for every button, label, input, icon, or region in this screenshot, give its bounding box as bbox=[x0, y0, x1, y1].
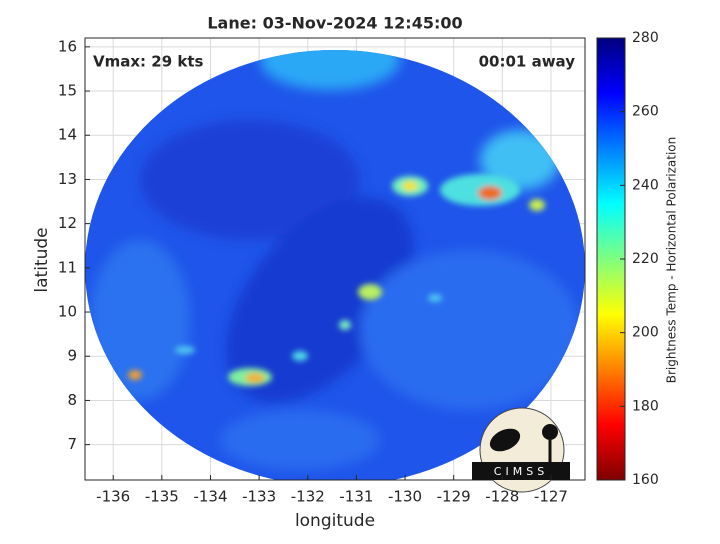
x-tick-label: -134 bbox=[193, 488, 227, 506]
cimss-logo: CIMSS bbox=[472, 407, 570, 493]
y-tick-label: 8 bbox=[67, 391, 77, 409]
colorbar-tick-label: 220 bbox=[632, 251, 659, 267]
x-tick-label: -128 bbox=[485, 488, 519, 506]
x-tick-label: -132 bbox=[291, 488, 325, 506]
x-tick-label: -129 bbox=[437, 488, 471, 506]
annotation: 00:01 away bbox=[479, 53, 576, 71]
colorbar-tick-label: 160 bbox=[632, 472, 659, 488]
y-tick-label: 14 bbox=[58, 126, 77, 144]
y-tick-label: 16 bbox=[58, 37, 77, 55]
y-tick-label: 9 bbox=[67, 347, 77, 365]
x-tick-label: -135 bbox=[145, 488, 179, 506]
y-tick-label: 10 bbox=[58, 303, 77, 321]
colorbar-tick-label: 240 bbox=[632, 177, 659, 193]
y-tick-label: 7 bbox=[67, 435, 77, 453]
y-tick-label: 11 bbox=[58, 258, 77, 276]
x-tick-label: -131 bbox=[339, 488, 373, 506]
y-tick-label: 15 bbox=[58, 82, 77, 100]
y-axis-label: latitude bbox=[32, 227, 52, 292]
plot-frame bbox=[84, 37, 586, 481]
chart-title: Lane: 03-Nov-2024 12:45:00 bbox=[207, 14, 462, 33]
y-tick-label: 13 bbox=[58, 170, 77, 188]
x-tick-label: -127 bbox=[534, 488, 568, 506]
colorbar-tick-label: 280 bbox=[632, 30, 659, 46]
colorbar-tick-label: 180 bbox=[632, 398, 659, 414]
x-tick-label: -133 bbox=[242, 488, 276, 506]
colorbar-label: Brightness Temp - Horizontal Polarizatio… bbox=[665, 137, 679, 384]
y-tick-label: 12 bbox=[58, 214, 77, 232]
logo-text: CIMSS bbox=[494, 465, 548, 478]
colorbar-tick-label: 200 bbox=[632, 325, 659, 341]
x-tick-label: -130 bbox=[388, 488, 422, 506]
x-tick-label: -136 bbox=[96, 488, 130, 506]
swath-image bbox=[85, 50, 585, 480]
colorbar-tick-label: 260 bbox=[632, 104, 659, 120]
annotation: Vmax: 29 kts bbox=[93, 53, 203, 71]
x-axis-label: longitude bbox=[295, 511, 375, 531]
